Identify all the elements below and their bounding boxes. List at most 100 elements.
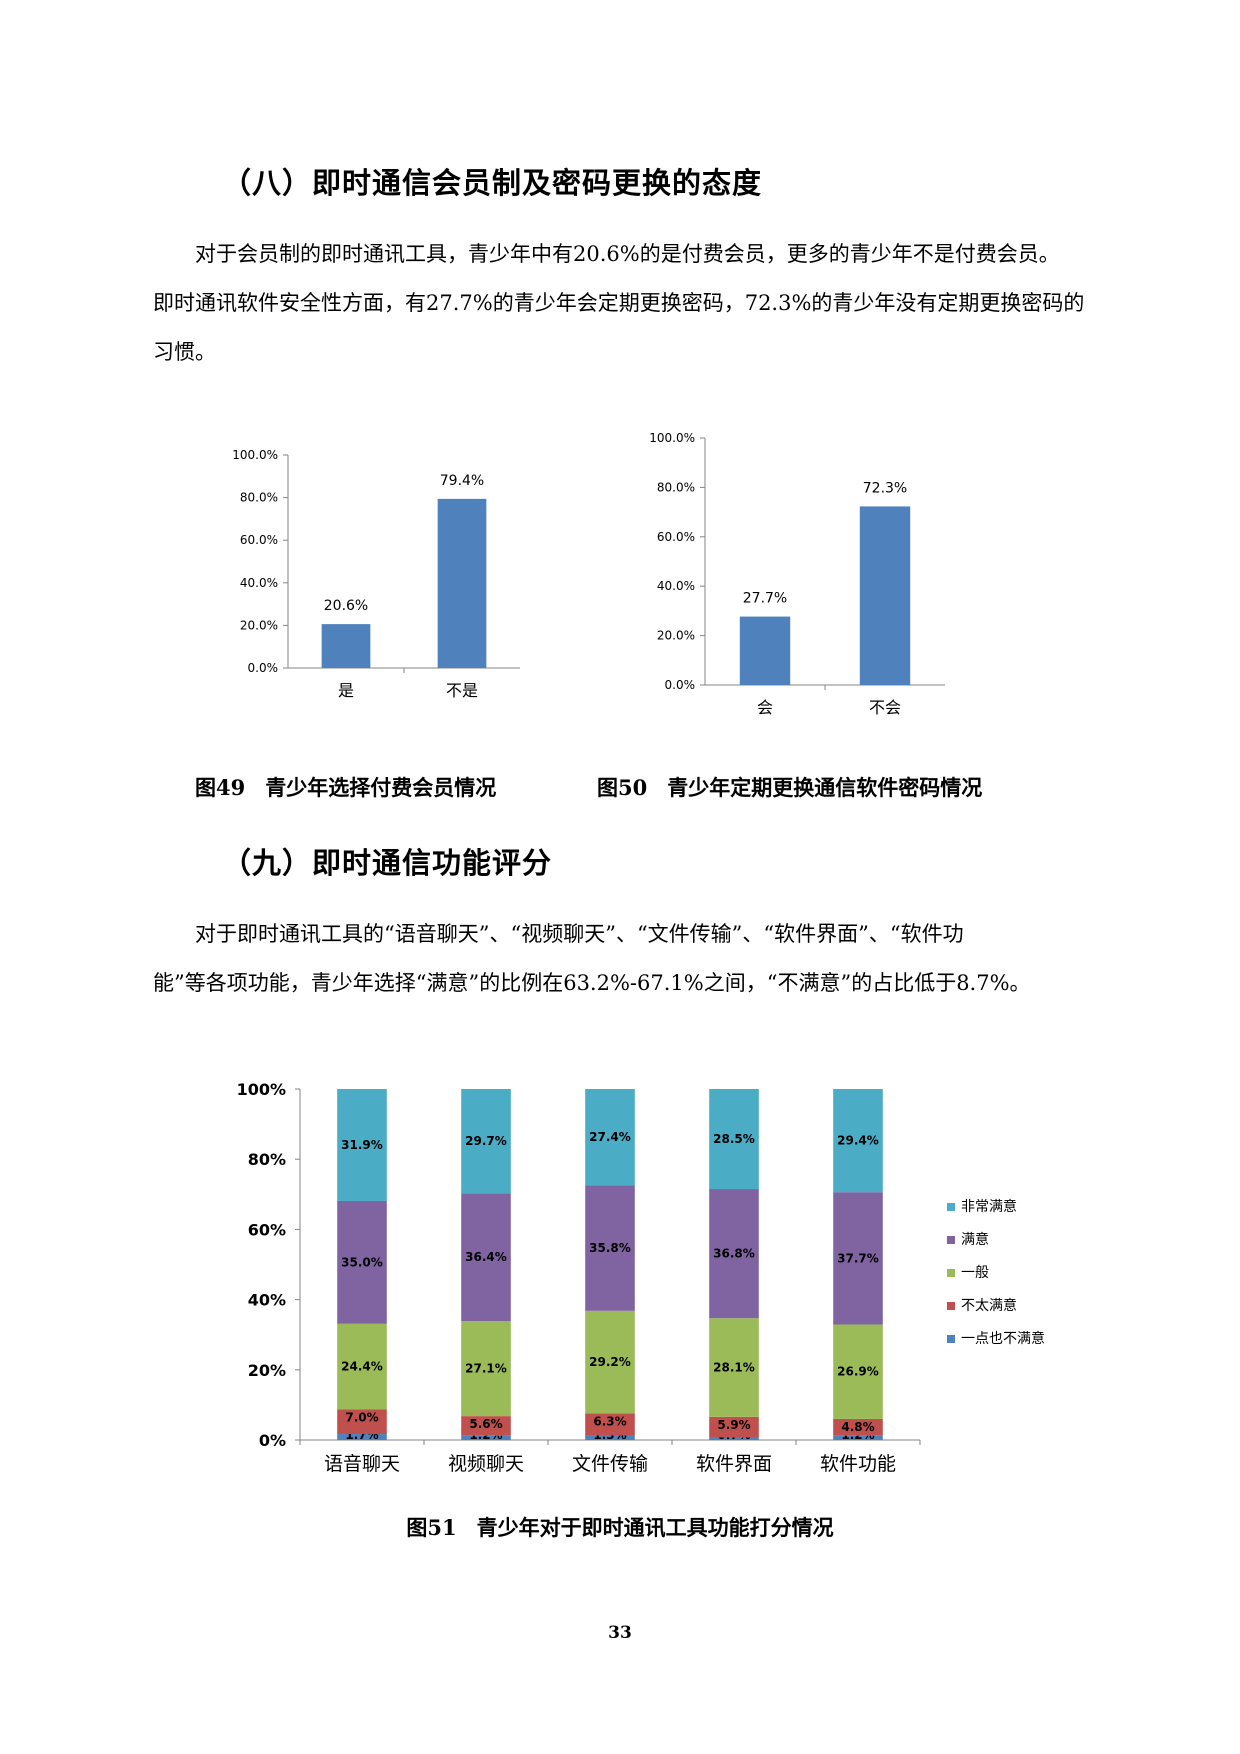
stack-segment (709, 1416, 759, 1438)
figure-title: 青少年对于即时通讯工具功能打分情况 (476, 1515, 834, 1540)
y-tick-label: 0.0% (665, 678, 696, 692)
stack-segment (585, 1413, 635, 1436)
stack-segment (585, 1089, 635, 1186)
legend-swatch (947, 1236, 955, 1244)
page-number: 33 (608, 1623, 632, 1643)
y-tick-label: 20.0% (240, 618, 278, 632)
stack-segment (585, 1435, 635, 1440)
stack-segment (461, 1435, 511, 1440)
figure-caption-50: 图50 青少年定期更换通信软件密码情况 (597, 772, 982, 802)
data-label: 35.0% (341, 1255, 383, 1269)
stack-segment (585, 1185, 635, 1311)
stack-segment (461, 1416, 511, 1436)
stack-segment (833, 1324, 883, 1419)
x-tick-label: 语音聊天 (324, 1453, 400, 1475)
stack-segment (833, 1418, 883, 1436)
y-tick-label: 60.0% (657, 530, 695, 544)
paragraph-line: 对于会员制的即时通讯工具，青少年中有20.6%的是付费会员，更多的青少年不是付费… (195, 242, 1060, 266)
y-tick-label: 20.0% (657, 629, 695, 643)
data-label: 5.6% (469, 1417, 502, 1431)
legend-swatch (947, 1203, 955, 1211)
y-tick-label: 60% (248, 1220, 286, 1239)
chart-paid-membership: 0.0% 20.0% 40.0% 60.0% 80.0% 100.0% 20.6% 是 79.4… (232, 448, 520, 700)
data-label: 29.4% (837, 1134, 879, 1148)
figure-number: 图50 (597, 775, 648, 800)
legend-swatch (947, 1269, 955, 1277)
chart-function-rating: 0%20%40%60%80%100%1.7%7.0%24.4%35.0%31.9… (237, 1080, 1045, 1475)
figure-number: 图49 (195, 775, 246, 800)
section-heading-membership: （八）即时通信会员制及密码更换的态度 (222, 166, 763, 200)
y-tick-label: 80% (248, 1150, 286, 1169)
legend-label: 满意 (961, 1231, 989, 1248)
x-tick-label: 软件功能 (820, 1453, 896, 1475)
legend-label: 一般 (961, 1265, 989, 1281)
data-label: 35.8% (589, 1241, 631, 1255)
y-tick-label: 100.0% (649, 431, 695, 445)
data-label: 79.4% (440, 473, 484, 489)
data-label: 20.6% (324, 598, 368, 614)
legend-label: 非常满意 (961, 1198, 1017, 1215)
data-label: 31.9% (341, 1138, 383, 1152)
data-label: 29.7% (465, 1134, 507, 1148)
paragraph-line: 习惯。 (153, 340, 216, 364)
stack-segment (833, 1089, 883, 1193)
bar (321, 624, 371, 668)
y-tick-label: 20% (248, 1361, 286, 1380)
data-label: 5.9% (717, 1418, 750, 1432)
y-tick-label: 100.0% (232, 448, 278, 462)
paragraph-line: 即时通讯软件安全性方面，有27.7%的青少年会定期更换密码，72.3%的青少年没… (153, 291, 1085, 315)
paragraph-function-rating: 对于即时通讯工具的“语音聊天”、“视频聊天”、“文件传输”、“软件界面”、“软件… (153, 910, 1103, 1008)
data-label: 26.9% (837, 1365, 879, 1379)
data-label: 72.3% (863, 480, 907, 496)
x-tick-label: 软件界面 (696, 1453, 772, 1475)
stack-segment (709, 1089, 759, 1190)
stack-segment (709, 1189, 759, 1319)
y-tick-label: 0.0% (248, 661, 279, 675)
legend-label: 不太满意 (961, 1297, 1017, 1314)
data-label: 29.2% (589, 1355, 631, 1369)
legend-swatch (947, 1302, 955, 1310)
figure-caption-49: 图49 青少年选择付费会员情况 (195, 772, 496, 802)
data-label: 36.8% (713, 1247, 755, 1261)
stack-segment (337, 1323, 387, 1410)
data-label: 6.3% (593, 1414, 626, 1428)
data-label: 28.5% (713, 1132, 755, 1146)
figure-number: 图51 (406, 1515, 457, 1540)
data-label: 27.7% (743, 591, 787, 607)
figure-title: 青少年定期更换通信软件密码情况 (667, 775, 983, 800)
legend-swatch (947, 1335, 955, 1343)
stack-segment (337, 1089, 387, 1201)
x-tick-label: 文件传输 (572, 1453, 648, 1475)
bar (859, 506, 911, 685)
data-label: 36.4% (465, 1250, 507, 1264)
stack-segment (461, 1193, 511, 1322)
y-tick-label: 80.0% (657, 480, 695, 494)
bar (739, 616, 791, 685)
y-tick-label: 40.0% (240, 576, 278, 590)
data-label: 7.0% (345, 1410, 378, 1424)
y-tick-label: 40.0% (657, 579, 695, 593)
x-tick-label: 是 (338, 681, 354, 700)
stack-segment (461, 1089, 511, 1194)
y-tick-label: 80.0% (240, 491, 278, 505)
paragraph-line: 对于即时通讯工具的“语音聊天”、“视频聊天”、“文件传输”、“软件界面”、“软件… (195, 922, 964, 946)
data-label: 4.8% (841, 1420, 874, 1434)
y-tick-label: 60.0% (240, 533, 278, 547)
stack-segment (585, 1310, 635, 1414)
x-tick-label: 不是 (446, 681, 478, 700)
x-tick-label: 不会 (869, 698, 901, 717)
data-label: 37.7% (837, 1251, 879, 1265)
data-label: 24.4% (341, 1360, 383, 1374)
bar (437, 498, 487, 668)
figure-caption-51: 图51 青少年对于即时通讯工具功能打分情况 (0, 1512, 1240, 1542)
stack-segment (337, 1409, 387, 1435)
chart-password-change: 0.0% 20.0% 40.0% 60.0% 80.0% 100.0% 27.7% 会 72.3… (649, 431, 945, 717)
y-tick-label: 0% (259, 1431, 286, 1450)
data-label: 27.1% (465, 1362, 507, 1376)
stack-segment (709, 1437, 759, 1440)
legend-label: 一点也不满意 (961, 1330, 1045, 1347)
figure-title: 青少年选择付费会员情况 (265, 775, 497, 800)
x-tick-label: 会 (757, 698, 773, 717)
x-tick-label: 视频聊天 (448, 1453, 524, 1475)
